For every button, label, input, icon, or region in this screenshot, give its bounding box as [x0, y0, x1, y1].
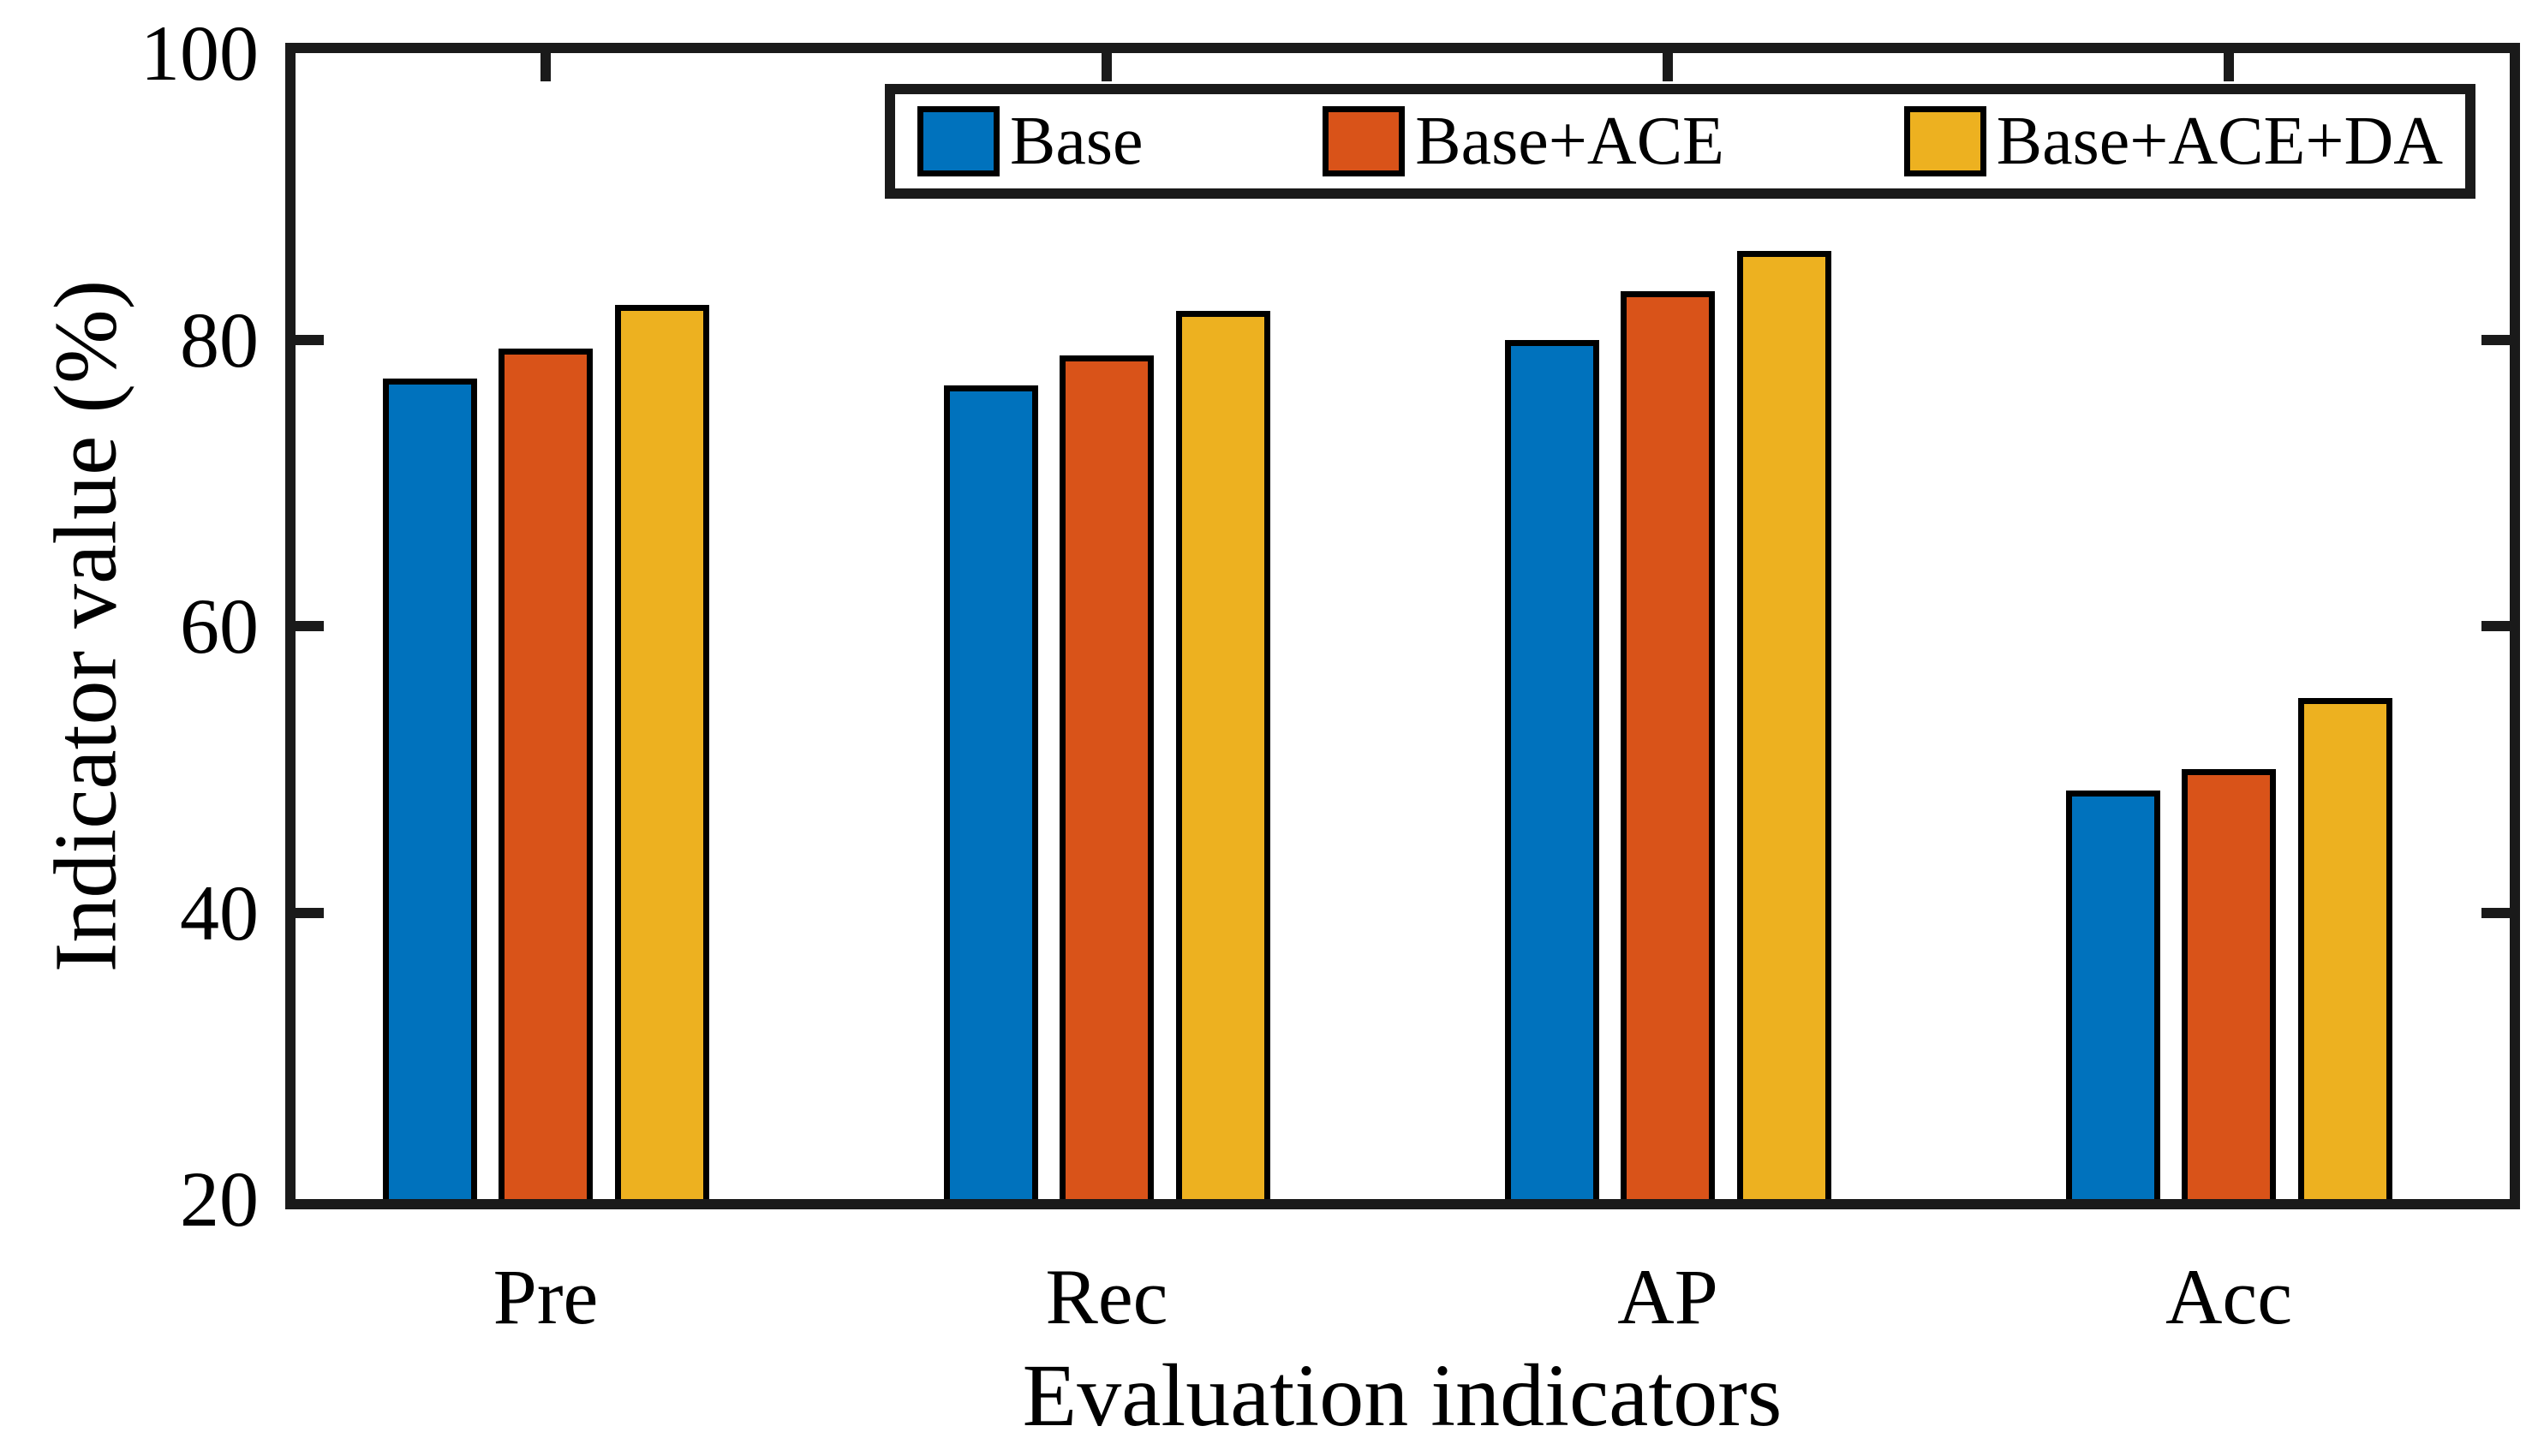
legend-label: Base [1010, 104, 1144, 179]
y-tick-mark [296, 907, 324, 918]
x-tick-mark [1102, 53, 1112, 81]
bar-base-ap [1504, 339, 1599, 1199]
legend-swatch [917, 106, 1000, 176]
legend-label: Base+ACE [1415, 104, 1724, 179]
x-axis-title: Evaluation indicators [1022, 1346, 1783, 1445]
bar-base-ace-acc [2182, 769, 2276, 1199]
legend-box: Base Base+ACE Base+ACE+DA [885, 84, 2475, 199]
x-tick-mark [1663, 53, 1673, 81]
bar-group-ap [1504, 53, 1831, 1199]
y-tick-mark [296, 621, 324, 631]
plot-area [285, 43, 2520, 1209]
y-tick-label: 100 [140, 9, 259, 97]
legend-entry-base-ace-da: Base+ACE+DA [1903, 104, 2443, 179]
x-tick-mark [2224, 53, 2234, 81]
legend-label: Base+ACE+DA [1996, 104, 2443, 179]
y-tick-label: 20 [180, 1155, 259, 1243]
y-tick-mark [2481, 907, 2510, 918]
y-tick-label: 40 [180, 868, 259, 957]
plot-inner [296, 53, 2510, 1199]
bar-base-rec [943, 385, 1038, 1199]
y-tick-label: 60 [180, 582, 259, 670]
x-tick-mark [540, 53, 551, 81]
bar-base-ace-ap [1621, 290, 1715, 1199]
x-tick-label-acc: Acc [2165, 1253, 2293, 1340]
y-tick-label: 80 [180, 295, 259, 384]
bar-base-ace-rec [1060, 355, 1154, 1199]
bar-group-pre [382, 53, 709, 1199]
legend-swatch [1903, 106, 1986, 176]
legend-swatch [1323, 106, 1406, 176]
bar-base-pre [382, 378, 477, 1199]
bar-base-ace-da-pre [614, 305, 709, 1199]
bar-base-ace-da-acc [2297, 697, 2392, 1199]
y-tick-mark [2481, 621, 2510, 631]
bar-group-acc [2065, 53, 2392, 1199]
legend-entry-base-ace: Base+ACE [1323, 106, 1724, 176]
bar-base-ace-da-rec [1175, 311, 1270, 1199]
x-tick-label-rec: Rec [1045, 1253, 1168, 1340]
bar-base-acc [2065, 791, 2160, 1199]
legend-entry-base: Base [917, 106, 1144, 176]
y-tick-mark [296, 334, 324, 345]
bar-base-ace-da-ap [1736, 250, 1831, 1199]
x-tick-label-ap: AP [1617, 1253, 1718, 1340]
bar-group-rec [943, 53, 1270, 1199]
x-tick-label-pre: Pre [493, 1253, 599, 1340]
y-tick-mark [2481, 334, 2510, 345]
bar-base-ace-pre [499, 348, 593, 1199]
